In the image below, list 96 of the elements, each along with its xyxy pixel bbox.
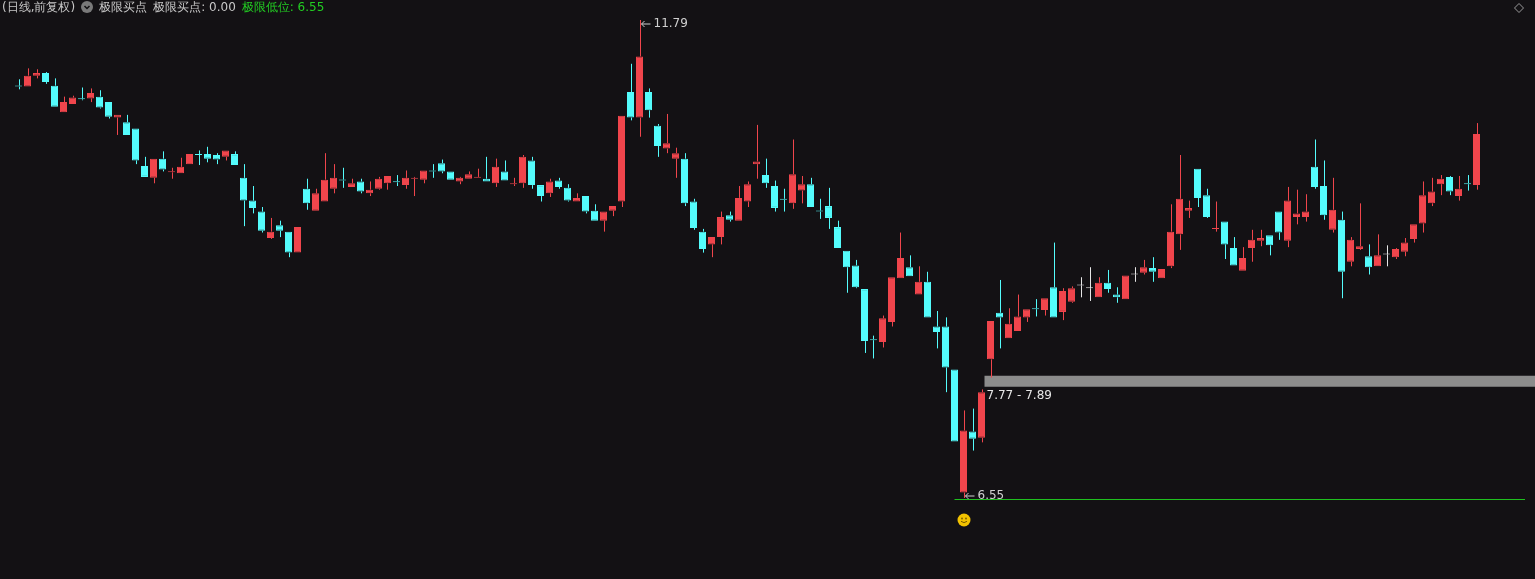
candlestick bbox=[258, 206, 265, 234]
candlestick bbox=[105, 102, 112, 120]
candlestick bbox=[1068, 285, 1075, 302]
candlestick bbox=[618, 115, 625, 208]
candlestick bbox=[834, 220, 841, 249]
annotation: 11.79 bbox=[653, 16, 688, 31]
candlestick bbox=[1284, 186, 1291, 248]
candlestick bbox=[789, 139, 796, 210]
candlestick bbox=[852, 259, 859, 288]
candlestick bbox=[1230, 236, 1237, 266]
candlestick bbox=[1338, 211, 1345, 299]
candlestick bbox=[1203, 188, 1210, 218]
candlestick bbox=[546, 178, 553, 198]
candlestick bbox=[276, 220, 283, 238]
candlestick bbox=[915, 265, 922, 295]
candlestick bbox=[1050, 242, 1057, 318]
annotation: 6.55 bbox=[977, 488, 1005, 503]
candlestick bbox=[825, 187, 832, 230]
candlestick bbox=[798, 175, 805, 204]
candlestick bbox=[1473, 122, 1480, 191]
candlestick bbox=[960, 409, 967, 499]
candlestick bbox=[924, 271, 931, 318]
candlestick bbox=[1410, 224, 1417, 244]
candlestick bbox=[663, 113, 670, 154]
candlestick bbox=[645, 87, 652, 119]
candlestick bbox=[303, 178, 310, 211]
candlestick bbox=[33, 68, 40, 79]
candlestick bbox=[1446, 176, 1453, 196]
candlestick bbox=[204, 146, 211, 163]
candlestick bbox=[213, 152, 220, 165]
candlestick bbox=[519, 154, 526, 189]
candlestick bbox=[942, 316, 949, 393]
candlestick bbox=[492, 158, 499, 188]
candlestick bbox=[1041, 298, 1048, 317]
candlestick bbox=[528, 156, 535, 190]
candlestick bbox=[465, 170, 472, 179]
candlestick bbox=[1257, 229, 1264, 247]
band-label: 7.77 - 7.89 bbox=[986, 387, 1052, 402]
candlestick bbox=[735, 185, 742, 221]
candlestick bbox=[861, 289, 868, 354]
candlestick bbox=[1320, 159, 1327, 221]
candlestick bbox=[1176, 154, 1183, 251]
candlestick bbox=[1212, 201, 1219, 233]
candlestick bbox=[1140, 259, 1147, 276]
candlestick bbox=[771, 180, 778, 213]
candlestick bbox=[1311, 139, 1318, 190]
candlestick bbox=[681, 152, 688, 207]
candlestick bbox=[564, 183, 571, 201]
candlestick bbox=[1005, 307, 1012, 339]
candlestick bbox=[1185, 200, 1192, 219]
candlestick bbox=[1059, 287, 1066, 321]
candlestick bbox=[690, 198, 697, 231]
candlestick bbox=[195, 149, 202, 166]
candlestick bbox=[1356, 202, 1363, 249]
candlestick bbox=[51, 77, 58, 107]
candlestick bbox=[1329, 177, 1336, 234]
candlestick bbox=[807, 177, 814, 207]
candlestick bbox=[150, 158, 157, 184]
candlestick bbox=[240, 163, 247, 227]
candlestick bbox=[1419, 180, 1426, 234]
candlestick bbox=[1167, 203, 1174, 269]
candlestick bbox=[1221, 221, 1228, 260]
text: 极限买点: 0.00 bbox=[153, 0, 236, 16]
candlestick bbox=[753, 124, 760, 180]
candlestick bbox=[1275, 211, 1282, 241]
candlestick bbox=[1347, 236, 1354, 267]
candlestick bbox=[573, 192, 580, 202]
candlestick bbox=[114, 114, 121, 136]
candlestick bbox=[969, 408, 976, 452]
candlestick bbox=[1239, 246, 1246, 271]
chart-title: (日线,前复权) bbox=[2, 0, 76, 16]
candlestick bbox=[1014, 294, 1021, 332]
candlestick bbox=[726, 211, 733, 223]
candlestick bbox=[636, 19, 643, 138]
candlestick bbox=[321, 152, 328, 202]
chart-subtitle: 极限买点 bbox=[99, 0, 148, 16]
candlestick bbox=[672, 147, 679, 179]
candlestick bbox=[1149, 256, 1156, 283]
candlestick bbox=[609, 206, 616, 217]
candlestick bbox=[1428, 177, 1435, 207]
candlestick bbox=[177, 157, 184, 174]
candlestick bbox=[1194, 168, 1201, 208]
candlestick bbox=[1095, 276, 1102, 298]
text: 极限低位: 6.55 bbox=[241, 0, 325, 16]
candlestick bbox=[699, 228, 706, 254]
candlestick bbox=[123, 114, 130, 135]
candlestick bbox=[888, 277, 895, 327]
candlestick bbox=[978, 388, 985, 443]
candlestick bbox=[654, 123, 661, 158]
candlestick bbox=[1293, 189, 1300, 225]
candlestick bbox=[843, 250, 850, 294]
candlestick bbox=[132, 128, 139, 165]
candlestick bbox=[627, 63, 634, 121]
candlestick bbox=[897, 232, 904, 279]
candlestick bbox=[717, 211, 724, 245]
candlestick bbox=[744, 180, 751, 208]
